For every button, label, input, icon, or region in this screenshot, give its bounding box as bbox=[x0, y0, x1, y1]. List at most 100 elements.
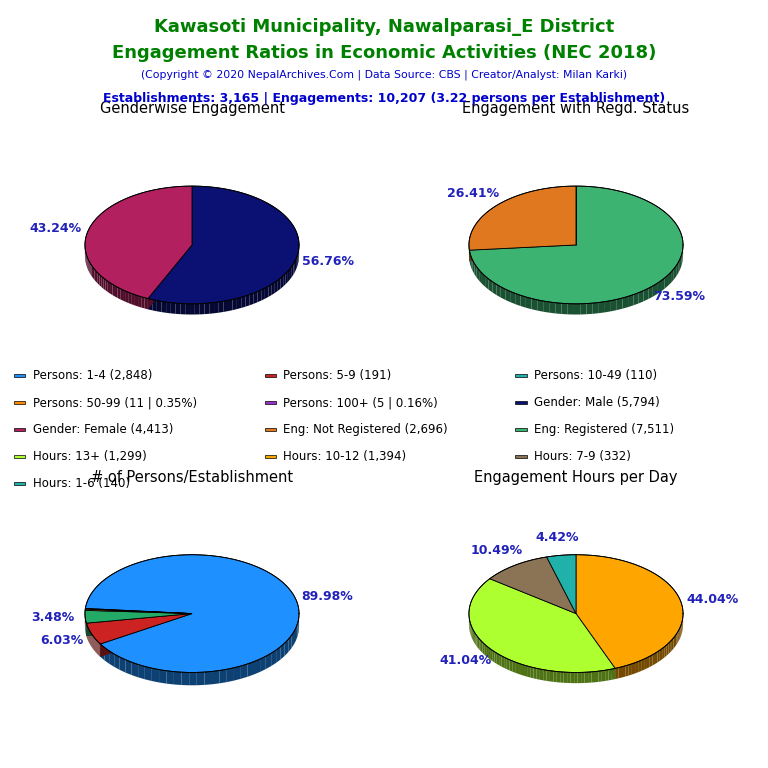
Polygon shape bbox=[135, 295, 138, 306]
Polygon shape bbox=[599, 302, 605, 313]
Polygon shape bbox=[568, 303, 574, 315]
Polygon shape bbox=[297, 253, 298, 266]
Polygon shape bbox=[681, 253, 682, 266]
Polygon shape bbox=[550, 670, 553, 682]
PathPatch shape bbox=[85, 554, 299, 673]
Polygon shape bbox=[485, 276, 488, 290]
Polygon shape bbox=[574, 304, 581, 315]
Polygon shape bbox=[123, 290, 126, 302]
Polygon shape bbox=[114, 654, 120, 670]
Polygon shape bbox=[237, 297, 241, 309]
Polygon shape bbox=[148, 299, 152, 310]
Polygon shape bbox=[557, 671, 560, 683]
Title: Engagement with Regd. Status: Engagement with Regd. Status bbox=[462, 101, 690, 117]
Polygon shape bbox=[291, 631, 294, 648]
Polygon shape bbox=[662, 647, 664, 659]
Polygon shape bbox=[527, 666, 530, 677]
Polygon shape bbox=[176, 303, 180, 314]
Polygon shape bbox=[644, 657, 647, 670]
Bar bbox=[515, 375, 527, 377]
Polygon shape bbox=[576, 614, 615, 679]
Polygon shape bbox=[518, 663, 521, 675]
Polygon shape bbox=[167, 670, 174, 684]
Polygon shape bbox=[664, 645, 667, 657]
Polygon shape bbox=[110, 283, 112, 295]
Polygon shape bbox=[94, 269, 96, 282]
Polygon shape bbox=[189, 673, 197, 685]
Text: Eng: Not Registered (2,696): Eng: Not Registered (2,696) bbox=[283, 423, 448, 436]
PathPatch shape bbox=[469, 186, 683, 304]
Polygon shape bbox=[617, 298, 623, 310]
Polygon shape bbox=[93, 267, 94, 280]
Polygon shape bbox=[650, 655, 652, 667]
Polygon shape bbox=[482, 273, 485, 286]
Polygon shape bbox=[531, 299, 538, 310]
Polygon shape bbox=[495, 652, 497, 664]
Polygon shape bbox=[479, 639, 481, 651]
Polygon shape bbox=[144, 298, 148, 310]
Polygon shape bbox=[668, 641, 670, 654]
Text: Hours: 10-12 (1,394): Hours: 10-12 (1,394) bbox=[283, 450, 406, 463]
Polygon shape bbox=[660, 648, 662, 661]
Polygon shape bbox=[639, 290, 644, 303]
Polygon shape bbox=[574, 673, 578, 684]
Polygon shape bbox=[492, 282, 496, 295]
Polygon shape bbox=[265, 286, 268, 299]
Polygon shape bbox=[479, 270, 482, 284]
Polygon shape bbox=[219, 301, 223, 313]
Text: Persons: 10-49 (110): Persons: 10-49 (110) bbox=[535, 369, 657, 382]
Polygon shape bbox=[678, 259, 680, 273]
Polygon shape bbox=[521, 664, 524, 676]
Text: Hours: 1-6 (140): Hours: 1-6 (140) bbox=[32, 477, 130, 490]
Polygon shape bbox=[475, 263, 477, 277]
Polygon shape bbox=[581, 303, 587, 314]
Polygon shape bbox=[473, 630, 474, 642]
Polygon shape bbox=[676, 263, 678, 276]
Polygon shape bbox=[671, 269, 674, 283]
Polygon shape bbox=[623, 296, 628, 309]
PathPatch shape bbox=[85, 186, 192, 299]
Polygon shape bbox=[521, 295, 526, 308]
Polygon shape bbox=[672, 638, 674, 650]
Polygon shape bbox=[157, 300, 161, 312]
Polygon shape bbox=[515, 293, 521, 306]
Text: 3.48%: 3.48% bbox=[31, 611, 74, 624]
Polygon shape bbox=[486, 646, 488, 658]
Polygon shape bbox=[618, 667, 622, 678]
Polygon shape bbox=[288, 635, 291, 652]
Polygon shape bbox=[611, 300, 617, 311]
Polygon shape bbox=[667, 644, 668, 656]
Polygon shape bbox=[100, 274, 101, 287]
Polygon shape bbox=[101, 614, 192, 657]
Polygon shape bbox=[622, 666, 625, 677]
Bar bbox=[265, 375, 276, 377]
Text: Gender: Male (5,794): Gender: Male (5,794) bbox=[535, 396, 660, 409]
Polygon shape bbox=[561, 303, 568, 314]
Polygon shape bbox=[681, 235, 683, 250]
Polygon shape bbox=[632, 663, 635, 674]
Text: Kawasoti Municipality, Nawalparasi_E District: Kawasoti Municipality, Nawalparasi_E Dis… bbox=[154, 18, 614, 35]
Polygon shape bbox=[625, 665, 629, 677]
Polygon shape bbox=[228, 300, 233, 311]
Polygon shape bbox=[497, 653, 499, 665]
Polygon shape bbox=[220, 669, 227, 684]
Polygon shape bbox=[85, 604, 86, 621]
Polygon shape bbox=[152, 300, 157, 311]
Polygon shape bbox=[679, 628, 680, 641]
Polygon shape bbox=[85, 608, 192, 627]
Polygon shape bbox=[271, 650, 276, 666]
Polygon shape bbox=[268, 284, 272, 297]
Polygon shape bbox=[608, 669, 612, 680]
Polygon shape bbox=[638, 660, 641, 672]
Polygon shape bbox=[657, 281, 661, 294]
Polygon shape bbox=[233, 299, 237, 310]
Text: 89.98%: 89.98% bbox=[302, 590, 353, 603]
Text: 4.42%: 4.42% bbox=[535, 531, 578, 545]
Polygon shape bbox=[644, 288, 648, 301]
Text: 41.04%: 41.04% bbox=[439, 654, 492, 667]
Polygon shape bbox=[283, 273, 286, 286]
Text: Persons: 5-9 (191): Persons: 5-9 (191) bbox=[283, 369, 392, 382]
Polygon shape bbox=[266, 654, 271, 669]
Polygon shape bbox=[472, 260, 475, 274]
Polygon shape bbox=[474, 632, 475, 644]
